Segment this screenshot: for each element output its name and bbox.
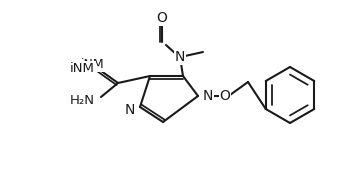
Text: O: O xyxy=(157,11,167,25)
Text: iNM: iNM xyxy=(81,59,105,72)
Text: N: N xyxy=(125,103,135,117)
Text: iNM: iNM xyxy=(70,61,95,75)
Text: O: O xyxy=(220,89,231,103)
Text: N: N xyxy=(175,50,185,64)
Text: H₂N: H₂N xyxy=(70,95,95,107)
Text: N: N xyxy=(203,89,213,103)
